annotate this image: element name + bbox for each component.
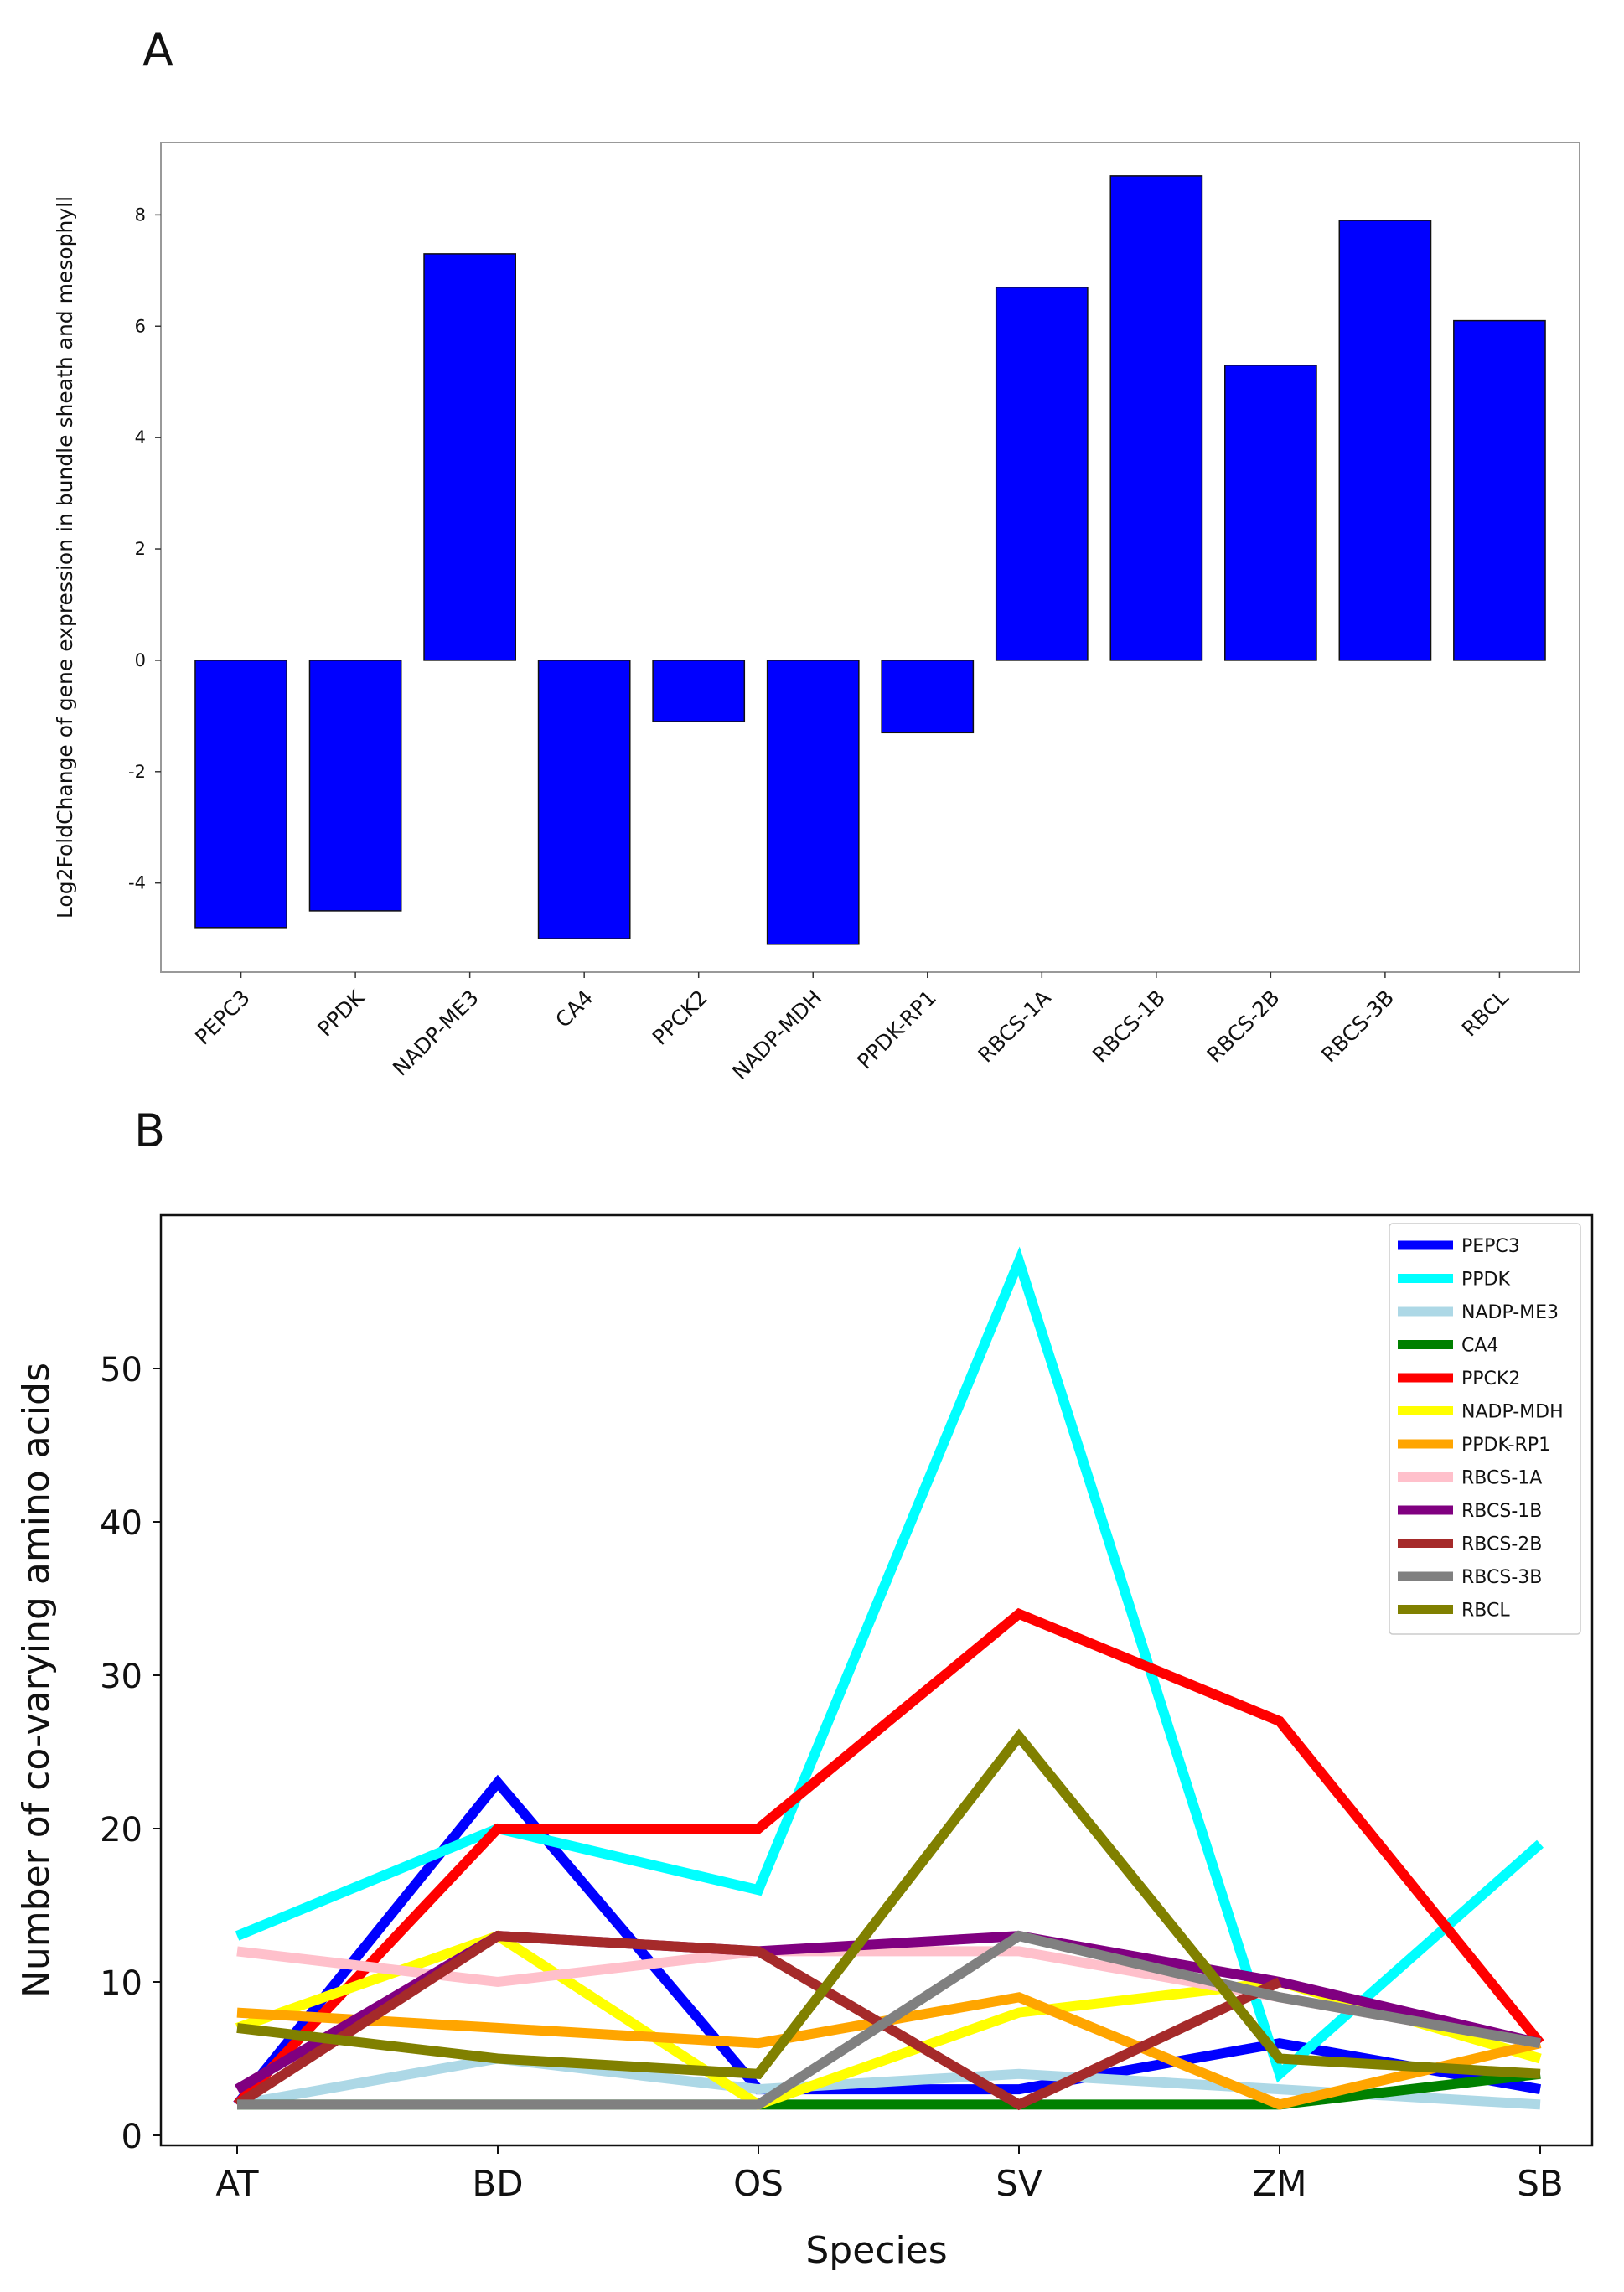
x-tick-label: RBCS-2B: [1202, 986, 1285, 1068]
x-tick-label: RBCS-1A: [974, 986, 1056, 1068]
x-tick-label: AT: [215, 2163, 258, 2204]
bar-rbcs-3b: [1338, 220, 1432, 661]
y-tick-label: 40: [100, 1504, 142, 1543]
x-tick-label: BD: [472, 2163, 523, 2204]
x-axis-label: Species: [805, 2229, 947, 2272]
y-tick-label: 30: [100, 1658, 142, 1696]
x-tick-label: PPDK-RP1: [852, 986, 941, 1074]
x-tick-label: RBCS-3B: [1316, 986, 1399, 1068]
x-tick-label: OS: [733, 2163, 784, 2204]
bar-chart: PEPC3 PPDK NADP-ME3 CA4 PPCK2 NADP-MDH PPDK-RP…: [53, 142, 1580, 1084]
y-axis-label: Log2FoldChange of gene expression in bun…: [53, 196, 77, 918]
x-tick-label: PPDK: [313, 985, 369, 1041]
y-tick-label: 4: [135, 427, 146, 448]
bar-rbcs-1b: [1109, 175, 1203, 661]
series-line-ppck2: [233, 1607, 1544, 2108]
x-tick-label: NADP-MDH: [727, 986, 826, 1084]
x-tick-label: CA4: [551, 986, 597, 1032]
bar-pepc3: [194, 660, 287, 929]
legend-label: RBCS-2B: [1461, 1534, 1542, 1555]
x-tick-label: NADP-ME3: [388, 986, 484, 1081]
line-chart: 0 10 20 30 40 50 AT BD OS SV ZM SB Species Number of …: [15, 1213, 1594, 2272]
x-tick-label: RBCL: [1457, 986, 1513, 1042]
bar-nadp-me3: [423, 253, 517, 661]
x-tick-label: SV: [996, 2163, 1042, 2204]
legend-label: NADP-ME3: [1461, 1302, 1559, 1323]
bar-ca4: [537, 660, 631, 939]
legend: PEPC3 PPDK NADP-ME3 CA4 PPCK2 NADP-MDH PPDK-RP…: [1389, 1223, 1581, 1635]
legend-label: NADP-MDH: [1461, 1402, 1564, 1423]
legend-label: RBCS-1B: [1461, 1501, 1542, 1522]
y-tick-label: -4: [128, 873, 146, 893]
bar-ppdk: [308, 660, 402, 912]
panel-a-label: A: [142, 23, 173, 76]
y-tick-label: 0: [135, 650, 146, 670]
legend-label: CA4: [1461, 1336, 1498, 1357]
y-tick-label: 10: [100, 1964, 142, 2003]
bar-rbcl: [1453, 319, 1546, 661]
x-tick-label: PPCK2: [648, 986, 712, 1050]
series-line-rbcl: [236, 1728, 1541, 2079]
series-line-rbcs-3b: [237, 1930, 1542, 2110]
y-tick-label: 2: [135, 539, 146, 559]
legend-label: RBCL: [1461, 1601, 1510, 1622]
bar-ppdk-rp1: [881, 660, 975, 734]
y-tick-label: 50: [100, 1351, 142, 1389]
bar-rbcs-2b: [1224, 365, 1317, 661]
legend-frame: [1389, 1223, 1581, 1635]
y-tick-label: 6: [135, 316, 146, 336]
x-tick-label: ZM: [1252, 2163, 1306, 2204]
x-tick-label: PEPC3: [190, 986, 255, 1050]
series-line-pepc3: [233, 1774, 1542, 2108]
legend-label: PPDK-RP1: [1461, 1435, 1550, 1456]
legend-label: PEPC3: [1461, 1236, 1520, 1257]
y-tick-label: 20: [100, 1811, 142, 1850]
panel-b-label: B: [134, 1105, 166, 1157]
legend-label: RBCS-1A: [1461, 1468, 1542, 1489]
series-line-rbcs-2b: [234, 1930, 1282, 2111]
y-tick-label: -2: [128, 762, 146, 782]
series-line-ppdk: [235, 1246, 1544, 2083]
bar-chart-frame: [160, 142, 1580, 973]
legend-label: RBCS-3B: [1461, 1567, 1542, 1588]
y-tick-label: 0: [122, 2118, 142, 2156]
bar-ppck2: [652, 660, 746, 722]
x-tick-label: RBCS-1B: [1088, 986, 1170, 1068]
legend-label: PPCK2: [1461, 1368, 1520, 1389]
line-chart-frame: [159, 1213, 1594, 2147]
y-axis-label: Number of co-varying amino acids: [15, 1363, 58, 1998]
y-tick-label: 8: [135, 204, 146, 225]
bar-nadp-mdh: [766, 660, 860, 945]
legend-label: PPDK: [1461, 1270, 1510, 1291]
bar-rbcs-1a: [995, 287, 1089, 661]
x-tick-label: SB: [1517, 2163, 1563, 2204]
